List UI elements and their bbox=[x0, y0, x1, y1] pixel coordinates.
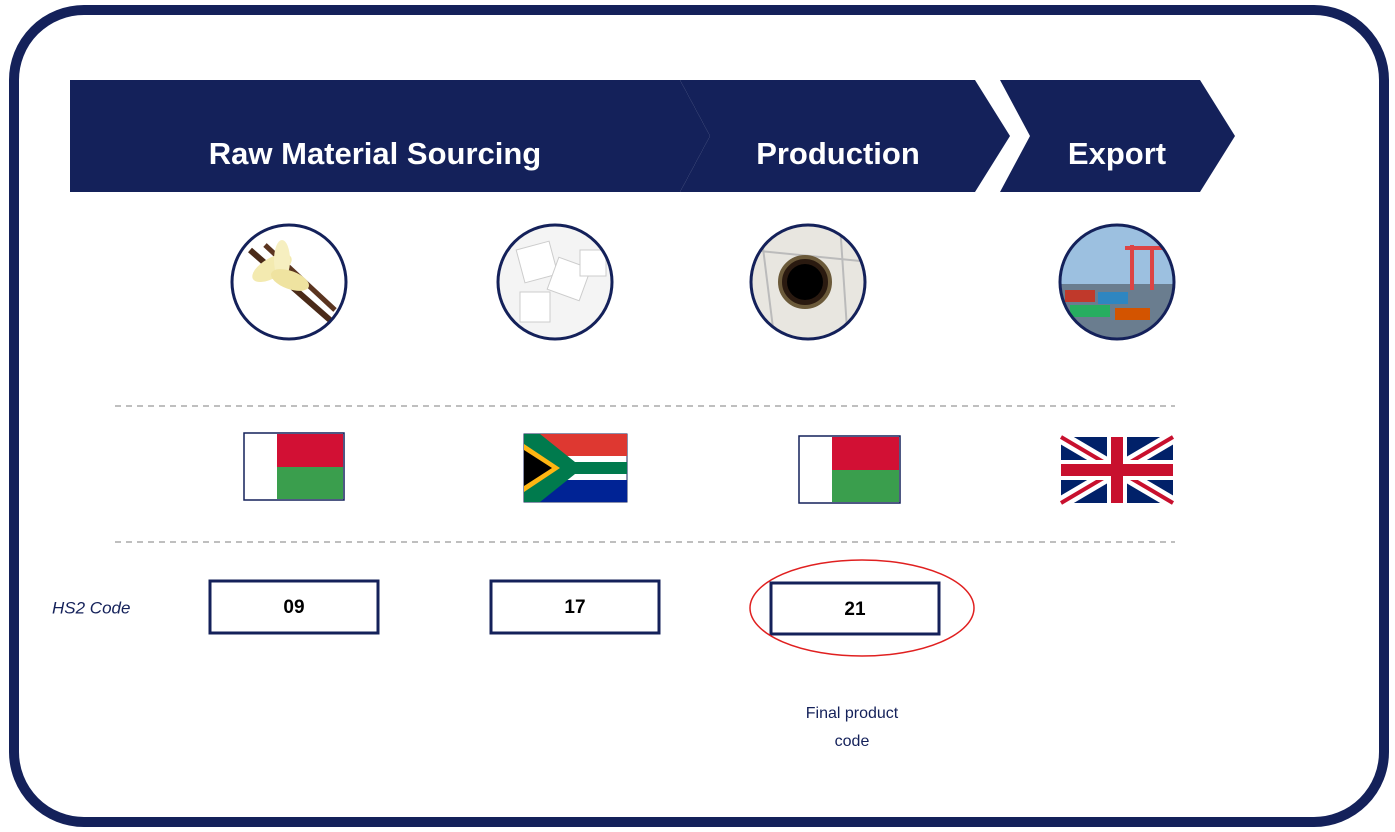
annotation: code bbox=[835, 733, 870, 750]
stage-arrow bbox=[70, 80, 710, 192]
stage-arrow bbox=[1000, 80, 1235, 192]
sugar-icon bbox=[499, 226, 611, 338]
code: 09 bbox=[283, 597, 304, 618]
icon-ring bbox=[496, 223, 614, 341]
annotation: Final product bbox=[806, 705, 899, 722]
code-box bbox=[769, 581, 941, 636]
flag-south-africa bbox=[523, 433, 628, 503]
stage-label: Export bbox=[1068, 136, 1166, 171]
highlight bbox=[749, 559, 975, 657]
flag-madagascar bbox=[798, 435, 901, 504]
code: 21 bbox=[844, 599, 866, 620]
icon-ring bbox=[1058, 223, 1176, 341]
stage-label: Raw Material Sourcing bbox=[209, 136, 541, 171]
row-label: HS2 Code bbox=[52, 598, 130, 617]
code-box bbox=[489, 579, 661, 635]
icon-ring bbox=[230, 223, 348, 341]
code: 17 bbox=[564, 597, 585, 618]
code-box bbox=[208, 579, 380, 635]
icon-ring bbox=[749, 223, 867, 341]
stage-arrow bbox=[680, 80, 1010, 192]
vanilla-icon bbox=[233, 226, 345, 338]
flag-madagascar bbox=[243, 432, 345, 501]
stage-label: Production bbox=[756, 136, 920, 171]
extract-icon bbox=[752, 226, 864, 338]
flag-uk bbox=[1057, 431, 1177, 509]
